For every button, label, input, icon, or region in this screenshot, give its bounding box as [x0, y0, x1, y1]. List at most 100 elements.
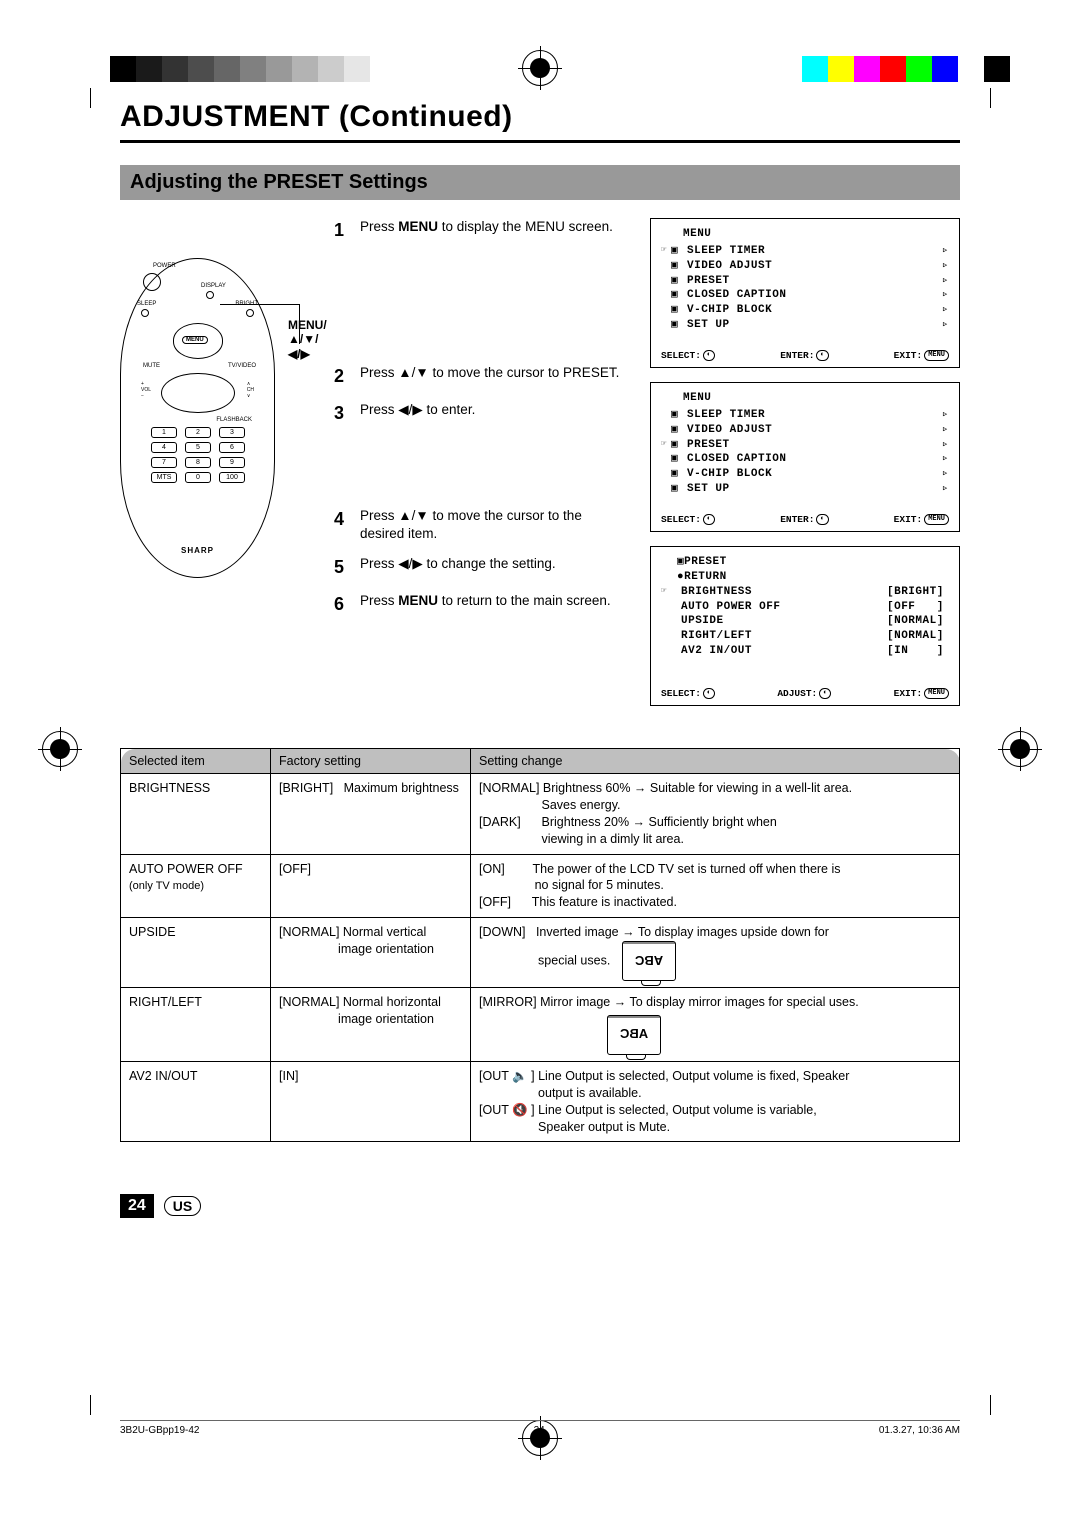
table-cell: [OFF] — [271, 854, 471, 918]
document-footer: 3B2U-GBpp19-42 24 01.3.27, 10:36 AM — [120, 1420, 960, 1436]
color-swatch — [984, 56, 1010, 82]
remote-key: 100 — [219, 472, 245, 483]
table-header: Factory setting — [271, 749, 471, 774]
step-number: 5 — [334, 555, 352, 579]
gray-swatch — [292, 56, 318, 82]
step-number: 2 — [334, 364, 352, 388]
remote-illustration-column: POWER DISPLAY SLEEP BRIGHT MUTE TV/VIDEO… — [120, 218, 320, 720]
table-cell: [BRIGHT] Maximum brightness — [271, 774, 471, 855]
table-row: BRIGHTNESS[BRIGHT] Maximum brightness[NO… — [121, 774, 960, 855]
gray-swatch — [110, 56, 136, 82]
gray-swatch — [188, 56, 214, 82]
table-row: UPSIDE[NORMAL] Normal vertical image ori… — [121, 918, 960, 988]
remote-key: 9 — [219, 457, 245, 468]
remote-key: 1 — [151, 427, 177, 438]
remote-brand: SHARP — [121, 546, 274, 555]
registration-mark — [1002, 731, 1038, 767]
gray-swatch — [344, 56, 370, 82]
instruction-step: 5 Press ◀/▶ to change the setting. — [334, 555, 624, 579]
color-swatch — [828, 56, 854, 82]
title-rule — [120, 140, 960, 143]
crop-mark — [90, 88, 91, 108]
table-row: RIGHT/LEFT[NORMAL] Normal horizontal ima… — [121, 988, 960, 1062]
table-cell: [OUT 🔈 ] Line Output is selected, Output… — [471, 1061, 960, 1142]
step-number: 3 — [334, 401, 352, 425]
section-subtitle: Adjusting the PRESET Settings — [120, 165, 960, 200]
remote-key: 2 — [185, 427, 211, 438]
color-swatch — [932, 56, 958, 82]
instruction-step: 3 Press ◀/▶ to enter. — [334, 401, 624, 425]
registration-mark — [522, 50, 558, 86]
table-cell: UPSIDE — [121, 918, 271, 988]
steps-column: 1Press MENU to display the MENU screen. … — [334, 218, 624, 720]
instruction-step: 4Press ▲/▼ to move the cursor to the des… — [334, 507, 624, 543]
table-cell: [NORMAL] Normal vertical image orientati… — [271, 918, 471, 988]
table-header: Selected item — [121, 749, 271, 774]
page-content: ADJUSTMENT (Continued) Adjusting the PRE… — [120, 100, 960, 1142]
gray-swatch — [240, 56, 266, 82]
remote-key: 7 — [151, 457, 177, 468]
doc-timestamp: 01.3.27, 10:36 AM — [879, 1425, 960, 1436]
table-header: Setting change — [471, 749, 960, 774]
registration-mark — [42, 731, 78, 767]
table-cell: [MIRROR] Mirror image → To display mirro… — [471, 988, 960, 1062]
table-cell: [ON] The power of the LCD TV set is turn… — [471, 854, 960, 918]
gray-swatch — [318, 56, 344, 82]
table-cell: [NORMAL] Brightness 60% → Suitable for v… — [471, 774, 960, 855]
remote-key: 3 — [219, 427, 245, 438]
crop-mark — [90, 1395, 91, 1415]
page-title: ADJUSTMENT (Continued) — [120, 100, 960, 134]
table-cell: [IN] — [271, 1061, 471, 1142]
remote-key: 6 — [219, 442, 245, 453]
doc-page: 24 — [534, 1425, 545, 1436]
step-number: 4 — [334, 507, 352, 543]
table-cell: RIGHT/LEFT — [121, 988, 271, 1062]
crop-mark — [990, 1395, 991, 1415]
table-row: AUTO POWER OFF(only TV mode)[OFF][ON] Th… — [121, 854, 960, 918]
step-text: Press ◀/▶ to enter. — [360, 401, 624, 425]
step-text: Press MENU to return to the main screen. — [360, 592, 624, 616]
step-text: Press ▲/▼ to move the cursor to PRESET. — [360, 364, 624, 388]
crop-mark — [990, 88, 991, 108]
table-cell: [DOWN] Inverted image → To display image… — [471, 918, 960, 988]
step-number: 1 — [334, 218, 352, 242]
remote-menu-label: MENU/ ▲/▼/ ◀/▶ — [288, 318, 327, 361]
region-badge: US — [164, 1196, 201, 1216]
gray-swatch — [266, 56, 292, 82]
step-text: Press ◀/▶ to change the setting. — [360, 555, 624, 579]
remote-key: 5 — [185, 442, 211, 453]
step-text: Press MENU to display the MENU screen. — [360, 218, 624, 242]
doc-id: 3B2U-GBpp19-42 — [120, 1425, 200, 1436]
gray-swatch — [162, 56, 188, 82]
remote-key: MTS — [151, 472, 177, 483]
table-cell: AUTO POWER OFF(only TV mode) — [121, 854, 271, 918]
table-cell: AV2 IN/OUT — [121, 1061, 271, 1142]
table-row: AV2 IN/OUT[IN][OUT 🔈 ] Line Output is se… — [121, 1061, 960, 1142]
settings-table: Selected itemFactory settingSetting chan… — [120, 748, 960, 1142]
gray-swatch — [370, 56, 396, 82]
step-number: 6 — [334, 592, 352, 616]
settings-table-wrap: Selected itemFactory settingSetting chan… — [120, 748, 960, 1142]
color-swatch — [854, 56, 880, 82]
osd-preset-menu: ▣PRESET●RETURN☞BRIGHTNESS[BRIGHT]AUTO PO… — [650, 546, 960, 706]
instruction-step: 1 Press MENU to display the MENU screen. — [334, 218, 624, 242]
page-footer: 24 US — [120, 1194, 201, 1218]
table-cell: [NORMAL] Normal horizontal image orienta… — [271, 988, 471, 1062]
remote-key: 4 — [151, 442, 177, 453]
gray-swatch — [214, 56, 240, 82]
instruction-step: 6 Press MENU to return to the main screen… — [334, 592, 624, 616]
osd-column: MENU☞▣SLEEP TIMER▹▣VIDEO ADJUST▹▣PRESET▹… — [650, 218, 960, 720]
remote-key: 8 — [185, 457, 211, 468]
color-swatch — [958, 56, 984, 82]
color-swatch — [880, 56, 906, 82]
page-number: 24 — [120, 1194, 154, 1218]
table-cell: BRIGHTNESS — [121, 774, 271, 855]
color-swatch — [906, 56, 932, 82]
color-swatch — [802, 56, 828, 82]
osd-menu-2: MENU▣SLEEP TIMER▹▣VIDEO ADJUST▹☞▣PRESET▹… — [650, 382, 960, 532]
osd-menu-1: MENU☞▣SLEEP TIMER▹▣VIDEO ADJUST▹▣PRESET▹… — [650, 218, 960, 368]
remote-key: 0 — [185, 472, 211, 483]
step-text: Press ▲/▼ to move the cursor to the desi… — [360, 507, 624, 543]
instruction-step: 2 Press ▲/▼ to move the cursor to PRESET. — [334, 364, 624, 388]
gray-swatch — [136, 56, 162, 82]
